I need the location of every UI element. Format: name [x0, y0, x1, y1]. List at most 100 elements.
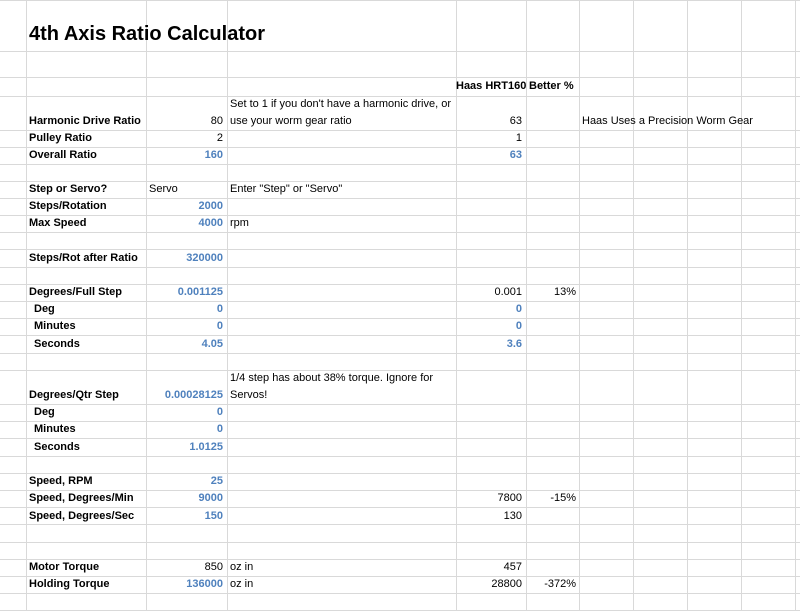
degmin-value[interactable]: 9000: [198, 492, 223, 504]
gridline: [0, 51, 800, 52]
gridline: [0, 335, 800, 336]
holdtorque-better[interactable]: -372%: [544, 578, 576, 590]
harmonic-haas[interactable]: 63: [509, 115, 522, 127]
gridline: [0, 198, 800, 199]
pulley-value[interactable]: 2: [216, 132, 223, 144]
motortorque-label[interactable]: Motor Torque: [29, 561, 100, 573]
gridline: [0, 77, 800, 78]
stepsafter-value[interactable]: 320000: [186, 252, 223, 264]
holdtorque-value[interactable]: 136000: [186, 578, 223, 590]
deg1-label[interactable]: Deg: [34, 303, 55, 315]
deg2-value[interactable]: 0: [216, 406, 223, 418]
motortorque-value[interactable]: 850: [204, 561, 223, 573]
maxspeed-unit[interactable]: rpm: [230, 217, 249, 229]
degqtr-note[interactable]: 1/4 step has about 38% torque. Ignore fo…: [230, 372, 434, 401]
steporservo-note[interactable]: Enter "Step" or "Servo": [230, 183, 343, 195]
gridline: [0, 147, 800, 148]
stepsafter-label[interactable]: Steps/Rot after Ratio: [29, 252, 138, 264]
overall-haas[interactable]: 63: [509, 149, 522, 161]
degqtr-value[interactable]: 0.00028125: [164, 389, 223, 401]
gridline: [26, 0, 27, 611]
motortorque-unit[interactable]: oz in: [230, 561, 254, 573]
gridline: [0, 507, 800, 508]
sec2-value[interactable]: 1.0125: [189, 441, 223, 453]
gridline: [0, 232, 800, 233]
gridline: [146, 0, 147, 611]
gridline: [526, 0, 527, 611]
gridline: [0, 559, 800, 560]
deg1-haas[interactable]: 0: [515, 303, 522, 315]
degmin-haas[interactable]: 7800: [497, 492, 522, 504]
gridline: [0, 181, 800, 182]
degfull-label[interactable]: Degrees/Full Step: [29, 286, 122, 298]
harmonic-extra-note[interactable]: Haas Uses a Precision Worm Gear: [582, 115, 753, 127]
harmonic-value[interactable]: 80: [210, 115, 223, 127]
degsec-value[interactable]: 150: [204, 510, 223, 522]
degfull-value[interactable]: 0.001125: [177, 286, 223, 298]
gridline: [0, 215, 800, 216]
gridline: [0, 456, 800, 457]
gridline: [0, 318, 800, 319]
gridline: [0, 421, 800, 422]
gridline: [0, 301, 800, 302]
min1-value[interactable]: 0: [216, 320, 223, 332]
min2-value[interactable]: 0: [216, 423, 223, 435]
gridline: [0, 249, 800, 250]
steporservo-label[interactable]: Step or Servo?: [29, 183, 108, 195]
gridline: [0, 490, 800, 491]
maxspeed-value[interactable]: 4000: [198, 217, 223, 229]
sec1-value[interactable]: 4.05: [201, 338, 223, 350]
gridline: [0, 130, 800, 131]
steporservo-value[interactable]: Servo: [149, 183, 178, 195]
gridline: [0, 96, 800, 97]
haas-header[interactable]: Haas HRT160: [456, 80, 527, 92]
min1-label[interactable]: Minutes: [34, 320, 76, 332]
gridline: [0, 353, 800, 354]
better-header[interactable]: Better %: [529, 80, 574, 92]
gridline: [456, 0, 457, 611]
degsec-haas[interactable]: 130: [503, 510, 522, 522]
degmin-label[interactable]: Speed, Degrees/Min: [29, 492, 134, 504]
overall-label[interactable]: Overall Ratio: [29, 149, 97, 161]
degfull-better[interactable]: 13%: [553, 286, 576, 298]
gridline: [0, 438, 800, 439]
deg2-label[interactable]: Deg: [34, 406, 55, 418]
holdtorque-label[interactable]: Holding Torque: [29, 578, 110, 590]
sec1-label[interactable]: Seconds: [34, 338, 80, 350]
maxspeed-label[interactable]: Max Speed: [29, 217, 87, 229]
gridline: [0, 473, 800, 474]
deg1-value[interactable]: 0: [216, 303, 223, 315]
sec1-haas[interactable]: 3.6: [506, 338, 522, 350]
degfull-haas[interactable]: 0.001: [494, 286, 522, 298]
holdtorque-haas[interactable]: 28800: [491, 578, 522, 590]
gridline: [633, 0, 634, 611]
degqtr-label[interactable]: Degrees/Qtr Step: [29, 389, 119, 401]
gridline: [0, 542, 800, 543]
steps-value[interactable]: 2000: [198, 200, 223, 212]
steps-label[interactable]: Steps/Rotation: [29, 200, 107, 212]
gridline: [687, 0, 688, 611]
pulley-label[interactable]: Pulley Ratio: [29, 132, 92, 144]
pulley-haas[interactable]: 1: [515, 132, 522, 144]
gridline: [0, 524, 800, 525]
gridline: [795, 0, 796, 611]
degmin-better[interactable]: -15%: [550, 492, 576, 504]
gridline: [0, 593, 800, 594]
rpm-value[interactable]: 25: [210, 475, 223, 487]
gridline: [0, 576, 800, 577]
min1-haas[interactable]: 0: [515, 320, 522, 332]
motortorque-haas[interactable]: 457: [503, 561, 522, 573]
gridline: [0, 370, 800, 371]
gridline: [0, 404, 800, 405]
sec2-label[interactable]: Seconds: [34, 441, 80, 453]
rpm-label[interactable]: Speed, RPM: [29, 475, 93, 487]
overall-value[interactable]: 160: [204, 149, 223, 161]
min2-label[interactable]: Minutes: [34, 423, 76, 435]
degsec-label[interactable]: Speed, Degrees/Sec: [29, 510, 135, 522]
gridline: [0, 267, 800, 268]
holdtorque-unit[interactable]: oz in: [230, 578, 254, 590]
harmonic-note[interactable]: Set to 1 if you don't have a harmonic dr…: [230, 98, 451, 127]
gridline: [579, 0, 580, 611]
harmonic-label[interactable]: Harmonic Drive Ratio: [29, 115, 141, 127]
